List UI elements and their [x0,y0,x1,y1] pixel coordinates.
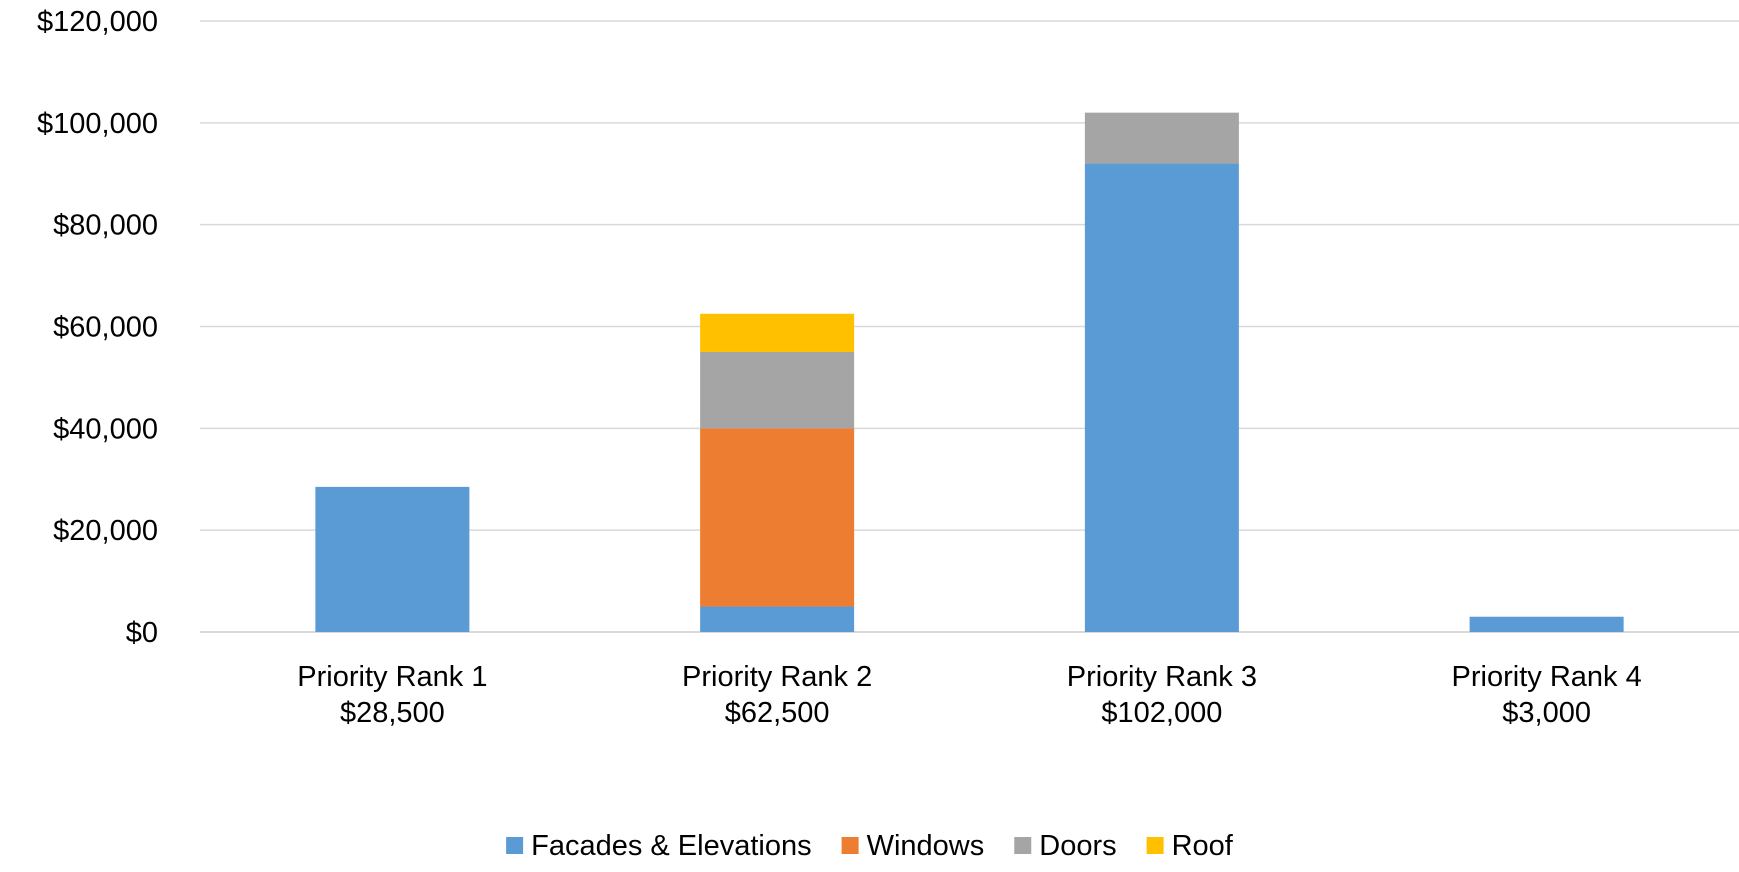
bar-segment [700,351,855,429]
x-tick-label: Priority Rank 3 [1067,661,1257,693]
bar-segment [700,606,855,632]
x-tick-label: Priority Rank 4 [1452,661,1642,693]
x-tick-total-label: $3,000 [1502,697,1591,729]
x-tick-label: Priority Rank 2 [682,661,872,693]
legend: Facades & Elevations Windows Doors Roof [506,830,1234,862]
legend-label: Facades & Elevations [531,830,811,862]
bar-segment [1084,112,1239,164]
y-tick-label: $0 [126,617,158,649]
bar-segment [1084,163,1239,633]
legend-swatch [1146,837,1164,854]
legend-label: Roof [1172,830,1234,862]
legend-label: Windows [867,830,985,862]
x-tick-total-label: $28,500 [340,697,445,729]
bar-segment [700,313,855,352]
x-tick-total-label: $62,500 [725,697,830,729]
y-tick-label: $60,000 [53,312,158,344]
legend-swatch [506,837,524,854]
x-axis-tick-labels: Priority Rank 1 $28,500 Priority Rank 2 $62… [297,661,1641,729]
y-tick-label: $120,000 [37,6,158,38]
y-tick-label: $20,000 [53,515,158,547]
legend-swatch [1014,837,1032,854]
bars [315,112,1624,633]
bar-segment [315,486,470,632]
y-tick-label: $100,000 [37,108,158,140]
bar-segment [1469,616,1624,632]
x-tick-total-label: $102,000 [1101,697,1222,729]
y-tick-label: $40,000 [53,413,158,445]
x-tick-label: Priority Rank 1 [297,661,487,693]
legend-swatch [841,837,859,854]
bar-segment [700,428,855,607]
y-axis-tick-labels: $0 $20,000 $40,000 $60,000 $80,000 $100,000 $1… [37,6,158,649]
y-tick-label: $80,000 [53,210,158,242]
legend-label: Doors [1039,830,1116,862]
